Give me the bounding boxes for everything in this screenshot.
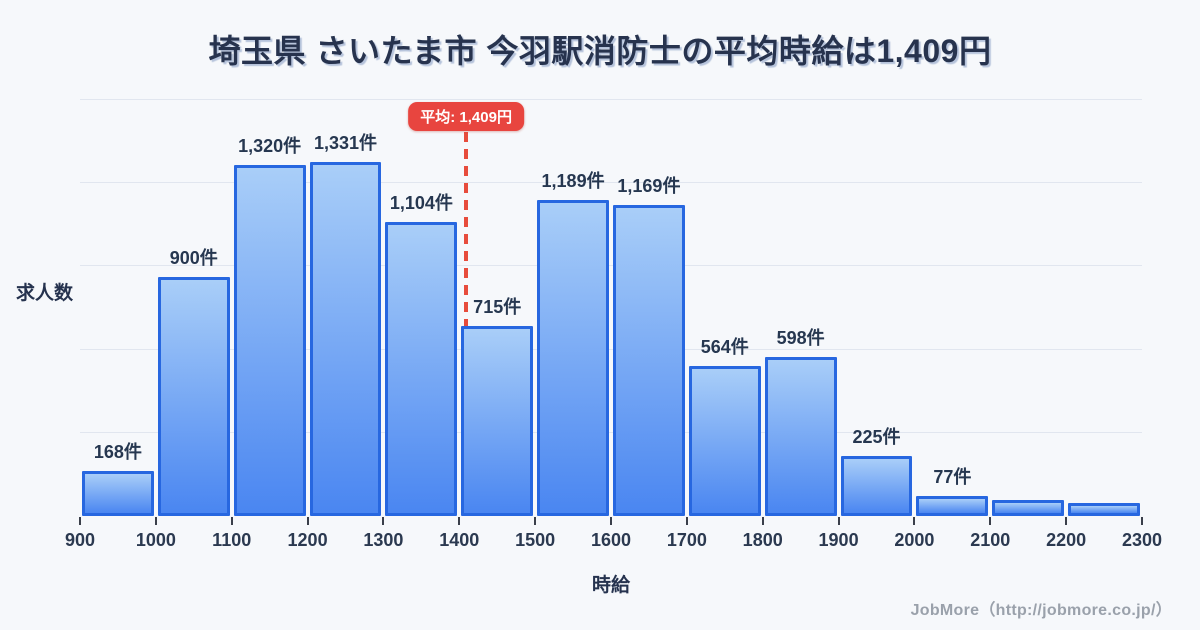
bar-value-label: 1,189件 bbox=[541, 171, 605, 191]
x-tick-label: 1000 bbox=[135, 530, 176, 550]
x-tick bbox=[230, 517, 233, 525]
x-tick-label: 2200 bbox=[1046, 530, 1087, 550]
y-axis-label: 求人数 bbox=[16, 283, 74, 304]
histogram-bar-1800 bbox=[764, 357, 837, 516]
x-tick bbox=[534, 517, 537, 525]
plot-area: 平均: 1,409円 時給 168件 900件 1,320件 1,331件 1,104件… bbox=[65, 92, 1162, 596]
x-tick-label: 1200 bbox=[287, 530, 328, 550]
bar-value-label: 77件 bbox=[933, 467, 972, 487]
histogram-bar-1400 bbox=[461, 326, 534, 516]
gridline bbox=[80, 349, 1142, 350]
histogram-bar-1300 bbox=[385, 222, 458, 516]
histogram-bar-1600 bbox=[613, 205, 685, 516]
histogram-bar-1000 bbox=[157, 277, 230, 516]
x-tick-label: 1300 bbox=[363, 530, 404, 550]
bar-value-label: 715件 bbox=[473, 297, 522, 317]
average-badge: 平均: 1,409円 bbox=[408, 102, 524, 131]
x-tick bbox=[79, 517, 81, 525]
bar-value-label: 168件 bbox=[93, 442, 142, 462]
x-tick bbox=[306, 517, 309, 525]
x-tick-label: 1900 bbox=[818, 530, 859, 550]
x-tick-label: 1100 bbox=[212, 530, 252, 550]
x-tick-label: 2100 bbox=[970, 530, 1011, 550]
x-tick-label: 1600 bbox=[590, 530, 632, 550]
x-tick-label: 2300 bbox=[1121, 530, 1163, 550]
bar-value-label: 1,320件 bbox=[238, 136, 302, 156]
x-tick bbox=[610, 517, 612, 525]
bar-value-label: 225件 bbox=[852, 427, 901, 447]
x-tick bbox=[685, 517, 688, 525]
bar-value-label: 1,169件 bbox=[617, 176, 681, 196]
histogram-bar-1200 bbox=[309, 162, 382, 516]
x-tick bbox=[989, 517, 992, 525]
bar-value-label: 598件 bbox=[776, 328, 825, 348]
x-tick-label: 1500 bbox=[515, 530, 556, 550]
x-tick-label: 2000 bbox=[894, 530, 935, 550]
page-title: 埼玉県 さいたま市 今羽駅消防士の平均時給は1,409円 bbox=[208, 33, 992, 69]
x-tick bbox=[458, 517, 461, 525]
bar-value-label: 900件 bbox=[169, 248, 218, 268]
bar-value-label: 1,331件 bbox=[313, 133, 378, 153]
x-tick-label: 900 bbox=[64, 530, 96, 550]
x-tick bbox=[837, 517, 840, 525]
histogram-bar-900 bbox=[82, 471, 154, 516]
x-tick bbox=[1065, 517, 1068, 525]
average-line bbox=[464, 132, 469, 516]
x-tick-label: 1700 bbox=[666, 530, 707, 550]
histogram-bar-1500 bbox=[537, 200, 609, 516]
footer-credit: JobMore（http://jobmore.co.jp/） bbox=[910, 602, 1172, 619]
x-axis-label: 時給 bbox=[591, 575, 630, 596]
histogram-bar-1700 bbox=[688, 366, 761, 516]
gridline bbox=[80, 432, 1142, 433]
x-tick bbox=[913, 517, 916, 525]
bar-value-label: 1,104件 bbox=[389, 193, 453, 213]
x-tick bbox=[1141, 517, 1143, 525]
x-tick bbox=[154, 517, 157, 525]
x-tick-label: 1400 bbox=[439, 530, 480, 550]
gridline bbox=[80, 265, 1142, 266]
bar-value-label: 564件 bbox=[700, 337, 749, 357]
x-tick bbox=[761, 517, 764, 525]
histogram-bar-2100 bbox=[992, 500, 1065, 516]
histogram-bar-2000 bbox=[916, 496, 989, 516]
x-tick-label: 1800 bbox=[742, 530, 783, 550]
gridline bbox=[80, 182, 1142, 183]
histogram-bar-1100 bbox=[233, 165, 306, 516]
histogram-bar-1900 bbox=[840, 456, 913, 516]
histogram-bar-2200 bbox=[1068, 503, 1140, 516]
gridline bbox=[80, 99, 1142, 100]
x-tick bbox=[382, 517, 385, 525]
